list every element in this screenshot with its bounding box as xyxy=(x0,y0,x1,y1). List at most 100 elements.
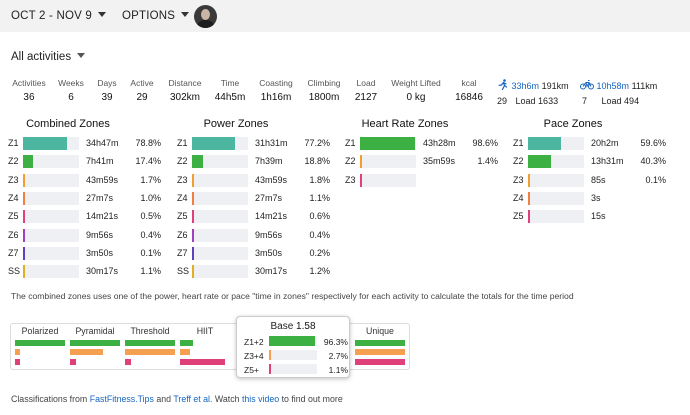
zone-bar-track xyxy=(192,210,248,224)
stat-4: Distance 302km xyxy=(168,78,201,103)
classification-unique[interactable]: Unique xyxy=(355,326,405,338)
zone-time: 9m56s xyxy=(255,229,283,240)
zone-label: Z1 xyxy=(8,138,19,148)
stat-value: 16846 xyxy=(455,92,483,103)
zone-label: Z5 xyxy=(513,211,524,222)
popup-bar-fill xyxy=(269,364,271,374)
treff-link[interactable]: Treff et al. xyxy=(173,394,213,404)
classification-name: HIIT xyxy=(196,326,214,336)
classification-polarized[interactable]: Polarized xyxy=(15,326,65,338)
zone-label: SS xyxy=(177,266,190,277)
zone-time: 43m59s xyxy=(86,174,119,185)
zone-time: 85s xyxy=(591,174,606,185)
zone-time: 14m21s xyxy=(255,211,288,222)
classification-popup: Base 1.58 Z1+2 96.3% Z3+4 2.7% Z5+ 1.1% xyxy=(236,316,350,378)
zone-bar-fill xyxy=(192,137,236,150)
popup-row: Z3+4 2.7% xyxy=(244,350,348,361)
zone-label: Z1 xyxy=(177,138,188,148)
zone-bar-track xyxy=(360,137,416,150)
classification-name: Polarized xyxy=(21,326,59,336)
fastfitness-link[interactable]: FastFitness.Tips xyxy=(89,394,154,404)
zone-bar-track xyxy=(23,265,79,279)
classification-hiit[interactable]: HIIT xyxy=(180,326,230,338)
stat-5: Time 44h5m xyxy=(215,78,246,103)
stat-label: Weeks xyxy=(58,78,84,88)
zone-bar-track xyxy=(23,210,79,224)
zone-percent: 98.6% xyxy=(472,138,498,148)
chevron-down-icon xyxy=(98,12,106,17)
bike-time: 10h58m xyxy=(596,81,630,91)
zone-percent: 1.1% xyxy=(140,266,161,277)
stat-value: 1800m xyxy=(308,92,340,103)
avatar[interactable] xyxy=(194,5,217,28)
zone-bar-track xyxy=(192,137,248,150)
classification-bar xyxy=(180,359,225,365)
stat-label: Active xyxy=(130,78,154,88)
zone-bar-fill xyxy=(23,137,68,150)
stat-3: Active 29 xyxy=(130,78,153,103)
video-link[interactable]: this video xyxy=(241,394,280,404)
popup-row-label: Z1+2 xyxy=(244,337,264,347)
zone-percent: 17.4% xyxy=(135,156,161,167)
popup-bar-fill xyxy=(269,350,271,360)
zone-bar-track xyxy=(192,155,248,169)
date-range-label: OCT 2 - NOV 9 xyxy=(11,10,92,22)
zone-time: 9m56s xyxy=(86,229,114,240)
sport-summary-bike[interactable]: 10h58m 111km 7 Load 494 xyxy=(580,79,657,106)
zone-row: Z5 15s xyxy=(513,210,668,224)
activity-filter-dropdown[interactable]: All activities xyxy=(11,51,86,63)
date-range-dropdown[interactable]: OCT 2 - NOV 9 xyxy=(11,10,106,22)
sport-summary-run[interactable]: 33h6m 191km 29 Load 1633 xyxy=(497,79,569,106)
classification-threshold[interactable]: Threshold xyxy=(125,326,175,338)
footer-text: Classifications from FastFitness.Tips an… xyxy=(11,394,343,404)
classification-bar xyxy=(355,340,405,346)
zone-bar-fill xyxy=(192,173,194,187)
zone-time: 7h41m xyxy=(86,156,114,167)
zone-percent: 0.1% xyxy=(140,247,161,258)
zone-bar-fill xyxy=(528,155,551,169)
stat-value: 302km xyxy=(169,92,201,103)
zone-bar-track xyxy=(528,210,584,224)
stat-label: kcal xyxy=(461,78,477,88)
zone-time: 15s xyxy=(591,211,606,222)
popup-title: Base xyxy=(270,321,294,332)
zone-bar-fill xyxy=(360,137,416,150)
zone-label: Z5 xyxy=(8,211,19,222)
popup-bar-track xyxy=(269,364,317,374)
zone-time: 3m50s xyxy=(255,247,283,258)
zone-row: Z1 31h31m 77.2% xyxy=(177,137,332,151)
run-count: 29 xyxy=(497,96,508,106)
stat-label: Days xyxy=(97,78,117,88)
zone-row: Z4 3s xyxy=(513,191,668,206)
zone-label: Z6 xyxy=(177,229,188,240)
zone-bar-fill xyxy=(528,137,562,150)
zone-row: Z7 3m50s 0.2% xyxy=(177,246,332,261)
classification-bar xyxy=(70,340,120,346)
stat-value: 44h5m xyxy=(214,92,246,103)
classification-pyramidal[interactable]: Pyramidal xyxy=(70,326,120,338)
zone-label: SS xyxy=(8,266,21,277)
stat-10: kcal 16846 xyxy=(455,78,483,103)
zone-label: Z4 xyxy=(8,192,19,203)
zone-label: Z5 xyxy=(177,211,188,222)
zone-percent: 0.5% xyxy=(140,211,161,222)
zone-row: Z3 85s 0.1% xyxy=(513,173,668,188)
bike-distance: 111km xyxy=(631,81,658,91)
classification-name: Threshold xyxy=(130,326,170,336)
zone-label: Z4 xyxy=(177,192,188,203)
stat-value: 29 xyxy=(136,92,148,103)
top-bar: OCT 2 - NOV 9 OPTIONS xyxy=(0,0,690,32)
zone-percent: 77.2% xyxy=(304,138,330,148)
zone-percent: 1.8% xyxy=(309,174,330,185)
zone-bar-track xyxy=(23,173,79,187)
options-dropdown[interactable]: OPTIONS xyxy=(122,10,190,22)
zone-row: Z2 13h31m 40.3% xyxy=(513,155,668,169)
popup-bar-track xyxy=(269,350,317,360)
zone-bar-fill xyxy=(360,155,362,169)
combined-zones-note: The combined zones uses one of the power… xyxy=(11,291,574,301)
zone-bar-track xyxy=(528,137,584,150)
zone-bar-fill xyxy=(23,246,25,260)
zone-row: Z2 7h39m 18.8% xyxy=(177,155,332,169)
run-load: Load 1633 xyxy=(515,96,559,106)
zone-bar-track xyxy=(528,191,584,205)
